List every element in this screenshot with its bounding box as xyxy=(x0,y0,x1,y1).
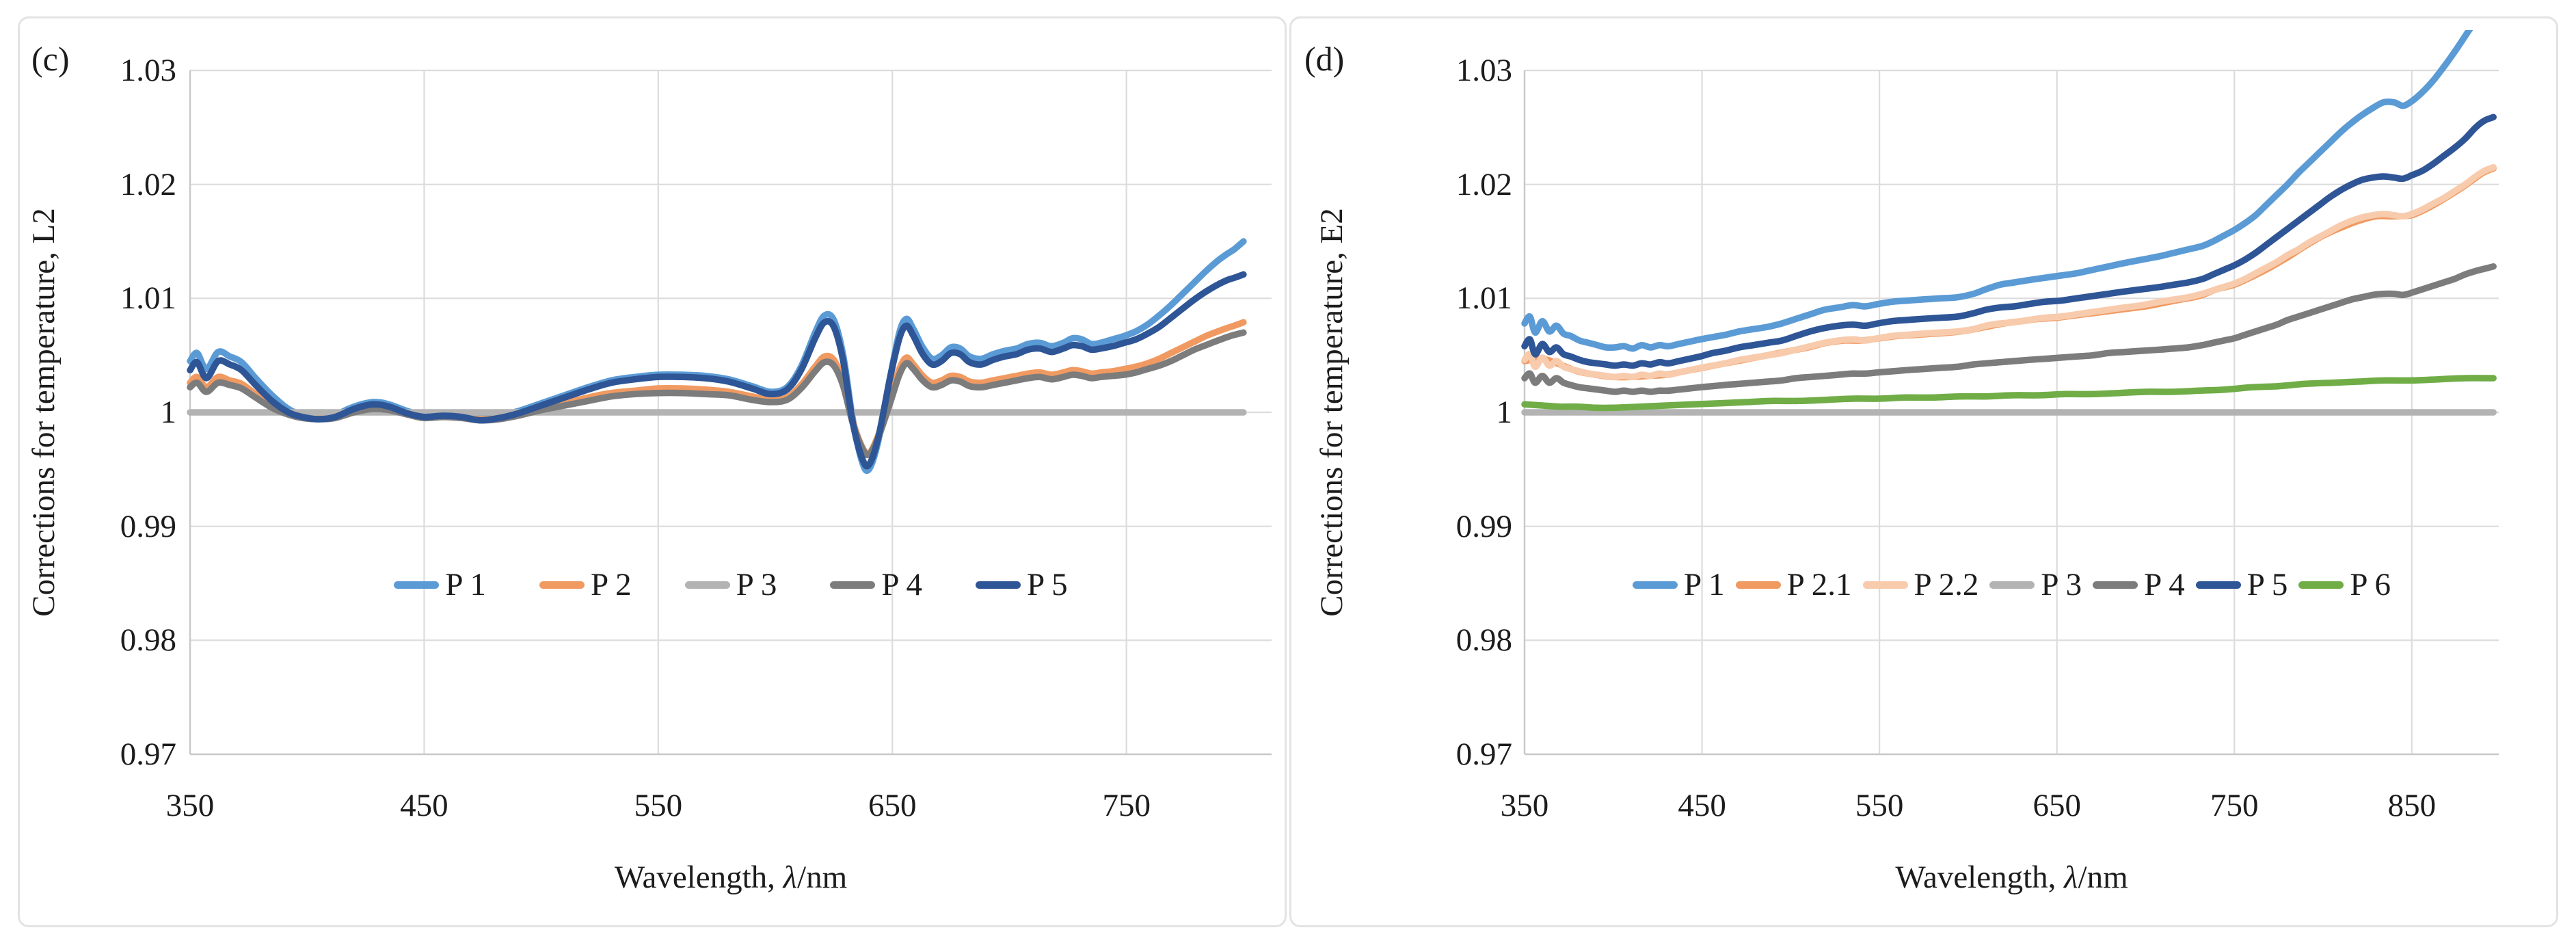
series-line-p-5 xyxy=(187,271,1247,470)
y-tick-label: 1.03 xyxy=(1455,53,1512,88)
legend-swatch xyxy=(1989,581,2035,589)
y-tick-label: 1 xyxy=(1496,395,1513,430)
panel-d-card xyxy=(1289,16,2558,927)
legend-item-p-5: P 5 xyxy=(2195,563,2288,606)
panel-c-x-axis-title: Wavelength, λ/nm xyxy=(190,856,1272,899)
x-tick-label: 350 xyxy=(165,788,215,823)
y-tick-label: 0.97 xyxy=(120,736,176,772)
x-tick-label: 550 xyxy=(634,788,683,823)
panel-c-card xyxy=(18,16,1287,927)
legend-label: P 6 xyxy=(2350,567,2391,602)
x-title-suffix: /nm xyxy=(2078,860,2128,895)
x-tick-label: 650 xyxy=(868,788,917,823)
legend-label: P 1 xyxy=(445,567,487,602)
legend-label: P 5 xyxy=(2246,567,2288,602)
legend-swatch xyxy=(2195,581,2241,589)
y-tick-label: 0.99 xyxy=(120,508,176,544)
series-group xyxy=(187,238,1247,475)
y-tick-label: 1.03 xyxy=(120,53,176,88)
legend-swatch xyxy=(830,581,876,589)
panel-d-x-axis-title: Wavelength, λ/nm xyxy=(1525,856,2499,899)
legend-item-p-2-1: P 2.1 xyxy=(1735,563,1852,606)
legend-swatch xyxy=(975,581,1021,589)
y-tick-label: 0.98 xyxy=(120,622,176,659)
panel-d-legend: P 1 P 2.1 P 2.2 P 3 P 4 P 5 P 6 xyxy=(1525,562,2499,607)
legend-swatch xyxy=(1862,581,1908,589)
panel-d-label: (d) xyxy=(1304,40,1345,78)
legend-item-p-3: P 3 xyxy=(1989,563,2082,606)
legend-item-p-1: P 1 xyxy=(1632,563,1725,606)
y-tick-label: 0.98 xyxy=(1455,622,1512,659)
x-tick-label: 550 xyxy=(1855,788,1904,823)
legend-item-p-3: P 3 xyxy=(684,563,777,606)
legend-item-p-1: P 1 xyxy=(394,563,486,606)
series-line-p-1 xyxy=(1521,30,2473,352)
legend-swatch xyxy=(394,581,440,589)
legend-swatch xyxy=(2298,581,2344,589)
x-title-prefix: Wavelength, xyxy=(1895,860,2065,895)
y-tick-label: 0.99 xyxy=(1455,508,1512,544)
legend-item-p-2-2: P 2.2 xyxy=(1862,563,1979,606)
legend-swatch xyxy=(684,581,730,589)
legend-label: P 4 xyxy=(2144,567,2185,602)
x-tick-label: 650 xyxy=(2032,788,2081,823)
y-tick-label: 1.01 xyxy=(120,280,176,317)
lambda-symbol: λ xyxy=(783,860,798,895)
legend-item-p-5: P 5 xyxy=(975,563,1068,606)
x-tick-label: 850 xyxy=(2387,788,2437,823)
legend-item-p-6: P 6 xyxy=(2298,563,2391,606)
series-line-p-2-2 xyxy=(1521,163,2497,381)
y-tick-label: 1.01 xyxy=(1455,280,1512,317)
series-line-p-4 xyxy=(1521,263,2497,395)
series-line-p-6 xyxy=(1521,375,2497,412)
legend-swatch xyxy=(1632,581,1678,589)
legend-swatch xyxy=(539,581,585,589)
series-line-p-5 xyxy=(1521,114,2497,369)
x-tick-label: 350 xyxy=(1500,788,1549,823)
panel-c-label: (c) xyxy=(31,40,70,78)
series-group xyxy=(1521,30,2497,416)
legend-item-p-4: P 4 xyxy=(2093,563,2185,606)
legend-label: P 3 xyxy=(2041,567,2082,602)
legend-item-p-4: P 4 xyxy=(830,563,922,606)
x-title-prefix: Wavelength, xyxy=(614,860,783,895)
y-tick-label: 1 xyxy=(160,395,177,430)
legend-swatch xyxy=(1735,581,1781,589)
legend-item-p-2: P 2 xyxy=(539,563,632,606)
legend-swatch xyxy=(2093,581,2138,589)
panel-c-legend: P 1 P 2 P 3 P 4 P 5 xyxy=(190,562,1272,607)
panel-d-y-axis-title: Corrections for temperature, E2 xyxy=(1314,208,1350,617)
y-tick-label: 1.02 xyxy=(1455,166,1512,202)
legend-label: P 5 xyxy=(1026,567,1068,602)
legend-label: P 3 xyxy=(736,567,777,602)
legend-label: P 1 xyxy=(1683,567,1725,602)
x-tick-label: 750 xyxy=(1102,788,1151,823)
y-tick-label: 1.02 xyxy=(120,166,176,202)
series-line-p-1 xyxy=(187,238,1247,475)
lambda-symbol: λ xyxy=(2064,860,2078,895)
legend-label: P 2.1 xyxy=(1786,567,1852,602)
legend-label: P 4 xyxy=(881,567,922,602)
x-tick-label: 750 xyxy=(2210,788,2259,823)
legend-label: P 2 xyxy=(591,567,632,602)
x-tick-label: 450 xyxy=(1678,788,1726,823)
x-tick-label: 450 xyxy=(400,788,448,823)
legend-label: P 2.2 xyxy=(1914,567,1979,602)
y-tick-label: 0.97 xyxy=(1455,736,1512,772)
x-title-suffix: /nm xyxy=(797,860,848,895)
